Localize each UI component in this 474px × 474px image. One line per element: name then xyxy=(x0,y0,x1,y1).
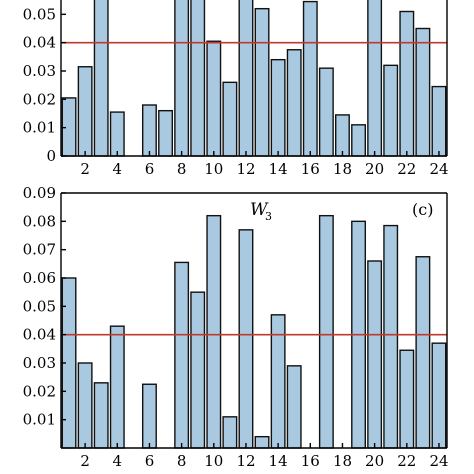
x-tick-label: 16 xyxy=(301,160,320,178)
panel-title-main: W xyxy=(250,200,269,220)
bar-17 xyxy=(318,67,334,157)
bar-3 xyxy=(93,0,109,157)
top-x-tick-labels: 2 4 6 8 10 12 14 16 18 20 22 24 xyxy=(80,151,449,178)
bar-23 xyxy=(415,256,431,449)
bar-12 xyxy=(238,0,254,157)
bar-24 xyxy=(431,342,447,449)
bar-14 xyxy=(270,58,286,157)
y-tick-label: 0.04 xyxy=(23,34,56,52)
bar-2 xyxy=(77,66,93,157)
bottom-x-tick-labels: 2 4 6 8 10 12 14 16 18 20 22 24 xyxy=(80,443,449,470)
bar-21 xyxy=(383,64,399,157)
bottom-y-tick-labels: 0.01 0.02 0.03 0.04 0.05 0.06 0.07 0.08 0.09 xyxy=(23,184,66,429)
bottom-bars xyxy=(61,214,447,449)
bar-19 xyxy=(351,124,367,157)
bar-8 xyxy=(174,261,190,449)
y-tick-label: 0.05 xyxy=(23,297,56,315)
bar-20 xyxy=(367,260,383,449)
bar-10 xyxy=(206,40,222,157)
bar-3 xyxy=(93,382,109,449)
y-tick-label: 0.01 xyxy=(23,411,56,429)
bar-22 xyxy=(399,10,415,157)
bar-2 xyxy=(77,362,93,449)
x-tick-label: 22 xyxy=(397,452,416,470)
bar-23 xyxy=(415,27,431,157)
top-bars xyxy=(61,0,447,157)
top-y-tick-labels: 0 0.01 0.02 0.03 0.04 0.05 xyxy=(23,5,66,165)
y-tick-label: 0.04 xyxy=(23,326,56,344)
bar-13 xyxy=(254,7,270,157)
bar-9 xyxy=(190,291,206,449)
bar-11 xyxy=(222,81,238,157)
top-axes xyxy=(60,0,448,157)
x-tick-label: 20 xyxy=(365,452,384,470)
bar-15 xyxy=(286,49,302,157)
x-tick-label: 16 xyxy=(301,452,320,470)
x-tick-label: 10 xyxy=(204,160,223,178)
y-tick-label: 0.05 xyxy=(23,5,56,23)
x-tick-label: 14 xyxy=(269,452,288,470)
bar-8 xyxy=(174,0,190,157)
x-tick-label: 6 xyxy=(145,452,155,470)
y-tick-label: 0.03 xyxy=(23,354,56,372)
bar-22 xyxy=(399,349,415,449)
bar-15 xyxy=(286,365,302,449)
x-tick-label: 6 xyxy=(145,160,155,178)
x-tick-label: 18 xyxy=(333,452,352,470)
y-tick-label: 0.08 xyxy=(23,212,56,230)
bar-7 xyxy=(158,109,173,157)
bar-18 xyxy=(335,114,350,157)
bar-6 xyxy=(141,104,157,157)
x-tick-label: 12 xyxy=(236,160,255,178)
x-tick-label: 22 xyxy=(397,160,416,178)
y-tick-label: 0.09 xyxy=(23,184,56,202)
bar-16 xyxy=(302,0,318,157)
panel-title-sub: 3 xyxy=(265,210,272,223)
bottom-axes xyxy=(60,192,448,449)
bar-20 xyxy=(367,0,383,157)
x-tick-label: 8 xyxy=(177,452,187,470)
bar-1 xyxy=(61,97,77,157)
y-tick-label: 0.03 xyxy=(23,62,56,80)
x-tick-label: 20 xyxy=(365,160,384,178)
x-tick-label: 2 xyxy=(80,160,90,178)
y-tick-label: 0.02 xyxy=(23,382,56,400)
x-tick-label: 4 xyxy=(113,452,123,470)
bar-24 xyxy=(431,85,447,157)
x-tick-label: 12 xyxy=(236,452,255,470)
bar-4 xyxy=(109,111,125,157)
bar-11 xyxy=(222,416,238,449)
top-panel: 00.010.020.030.040.05 2 4 6 8 10 12 14 16 18 20 22… xyxy=(23,0,449,178)
bar-9 xyxy=(190,0,206,157)
x-tick-label: 24 xyxy=(429,452,448,470)
y-tick-label: 0.07 xyxy=(23,241,56,259)
y-tick-label: 0 xyxy=(46,147,56,165)
bar-10 xyxy=(206,214,222,449)
x-tick-label: 24 xyxy=(429,160,448,178)
panel-tag: (c) xyxy=(412,200,433,219)
x-tick-label: 2 xyxy=(80,452,90,470)
bar-13 xyxy=(254,435,270,449)
bar-12 xyxy=(238,229,254,449)
bar-17 xyxy=(318,214,334,449)
x-tick-label: 18 xyxy=(333,160,352,178)
x-tick-label: 14 xyxy=(269,160,288,178)
x-tick-label: 10 xyxy=(204,452,223,470)
y-tick-label: 0.01 xyxy=(23,119,56,137)
y-tick-label: 0.06 xyxy=(23,269,56,287)
y-tick-label: 0.02 xyxy=(23,90,56,108)
x-tick-label: 8 xyxy=(177,160,187,178)
bar-6 xyxy=(141,383,157,449)
x-tick-label: 4 xyxy=(113,160,123,178)
bar-4 xyxy=(109,325,125,449)
bar-21 xyxy=(383,224,399,449)
